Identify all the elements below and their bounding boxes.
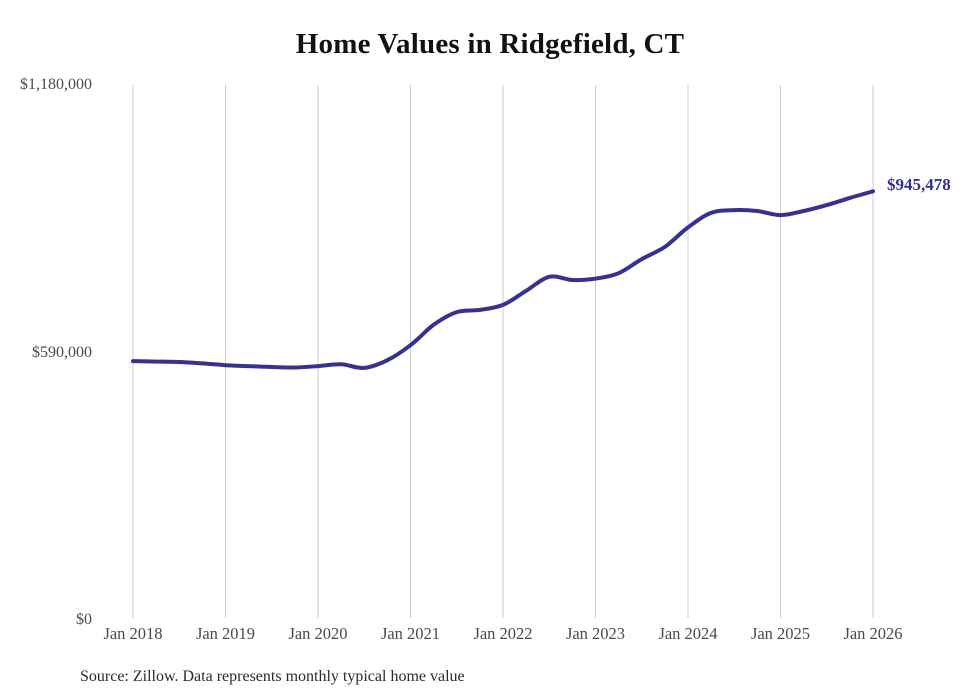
x-tick-label: Jan 2024 (658, 624, 718, 643)
home-value-line-series (131, 189, 875, 370)
source-note: Source: Zillow. Data represents monthly … (80, 668, 465, 685)
chart-title: Home Values in Ridgefield, CT (295, 28, 685, 60)
y-tick-label: $590,000 (32, 343, 92, 361)
x-tick-label: Jan 2025 (750, 624, 811, 643)
x-tick-label: Jan 2019 (195, 624, 256, 643)
x-tick-label: Jan 2026 (843, 624, 903, 643)
x-tick-label: Jan 2020 (288, 624, 348, 643)
x-tick-label: Jan 2022 (473, 624, 533, 643)
y-tick-label: $1,180,000 (20, 76, 92, 93)
y-tick-label: $0 (76, 611, 92, 628)
x-tick-label: Jan 2018 (103, 624, 163, 643)
end-value-label: $945,478 (887, 175, 951, 195)
x-tick-label: Jan 2023 (565, 624, 626, 643)
x-tick-label: Jan 2021 (380, 624, 441, 643)
